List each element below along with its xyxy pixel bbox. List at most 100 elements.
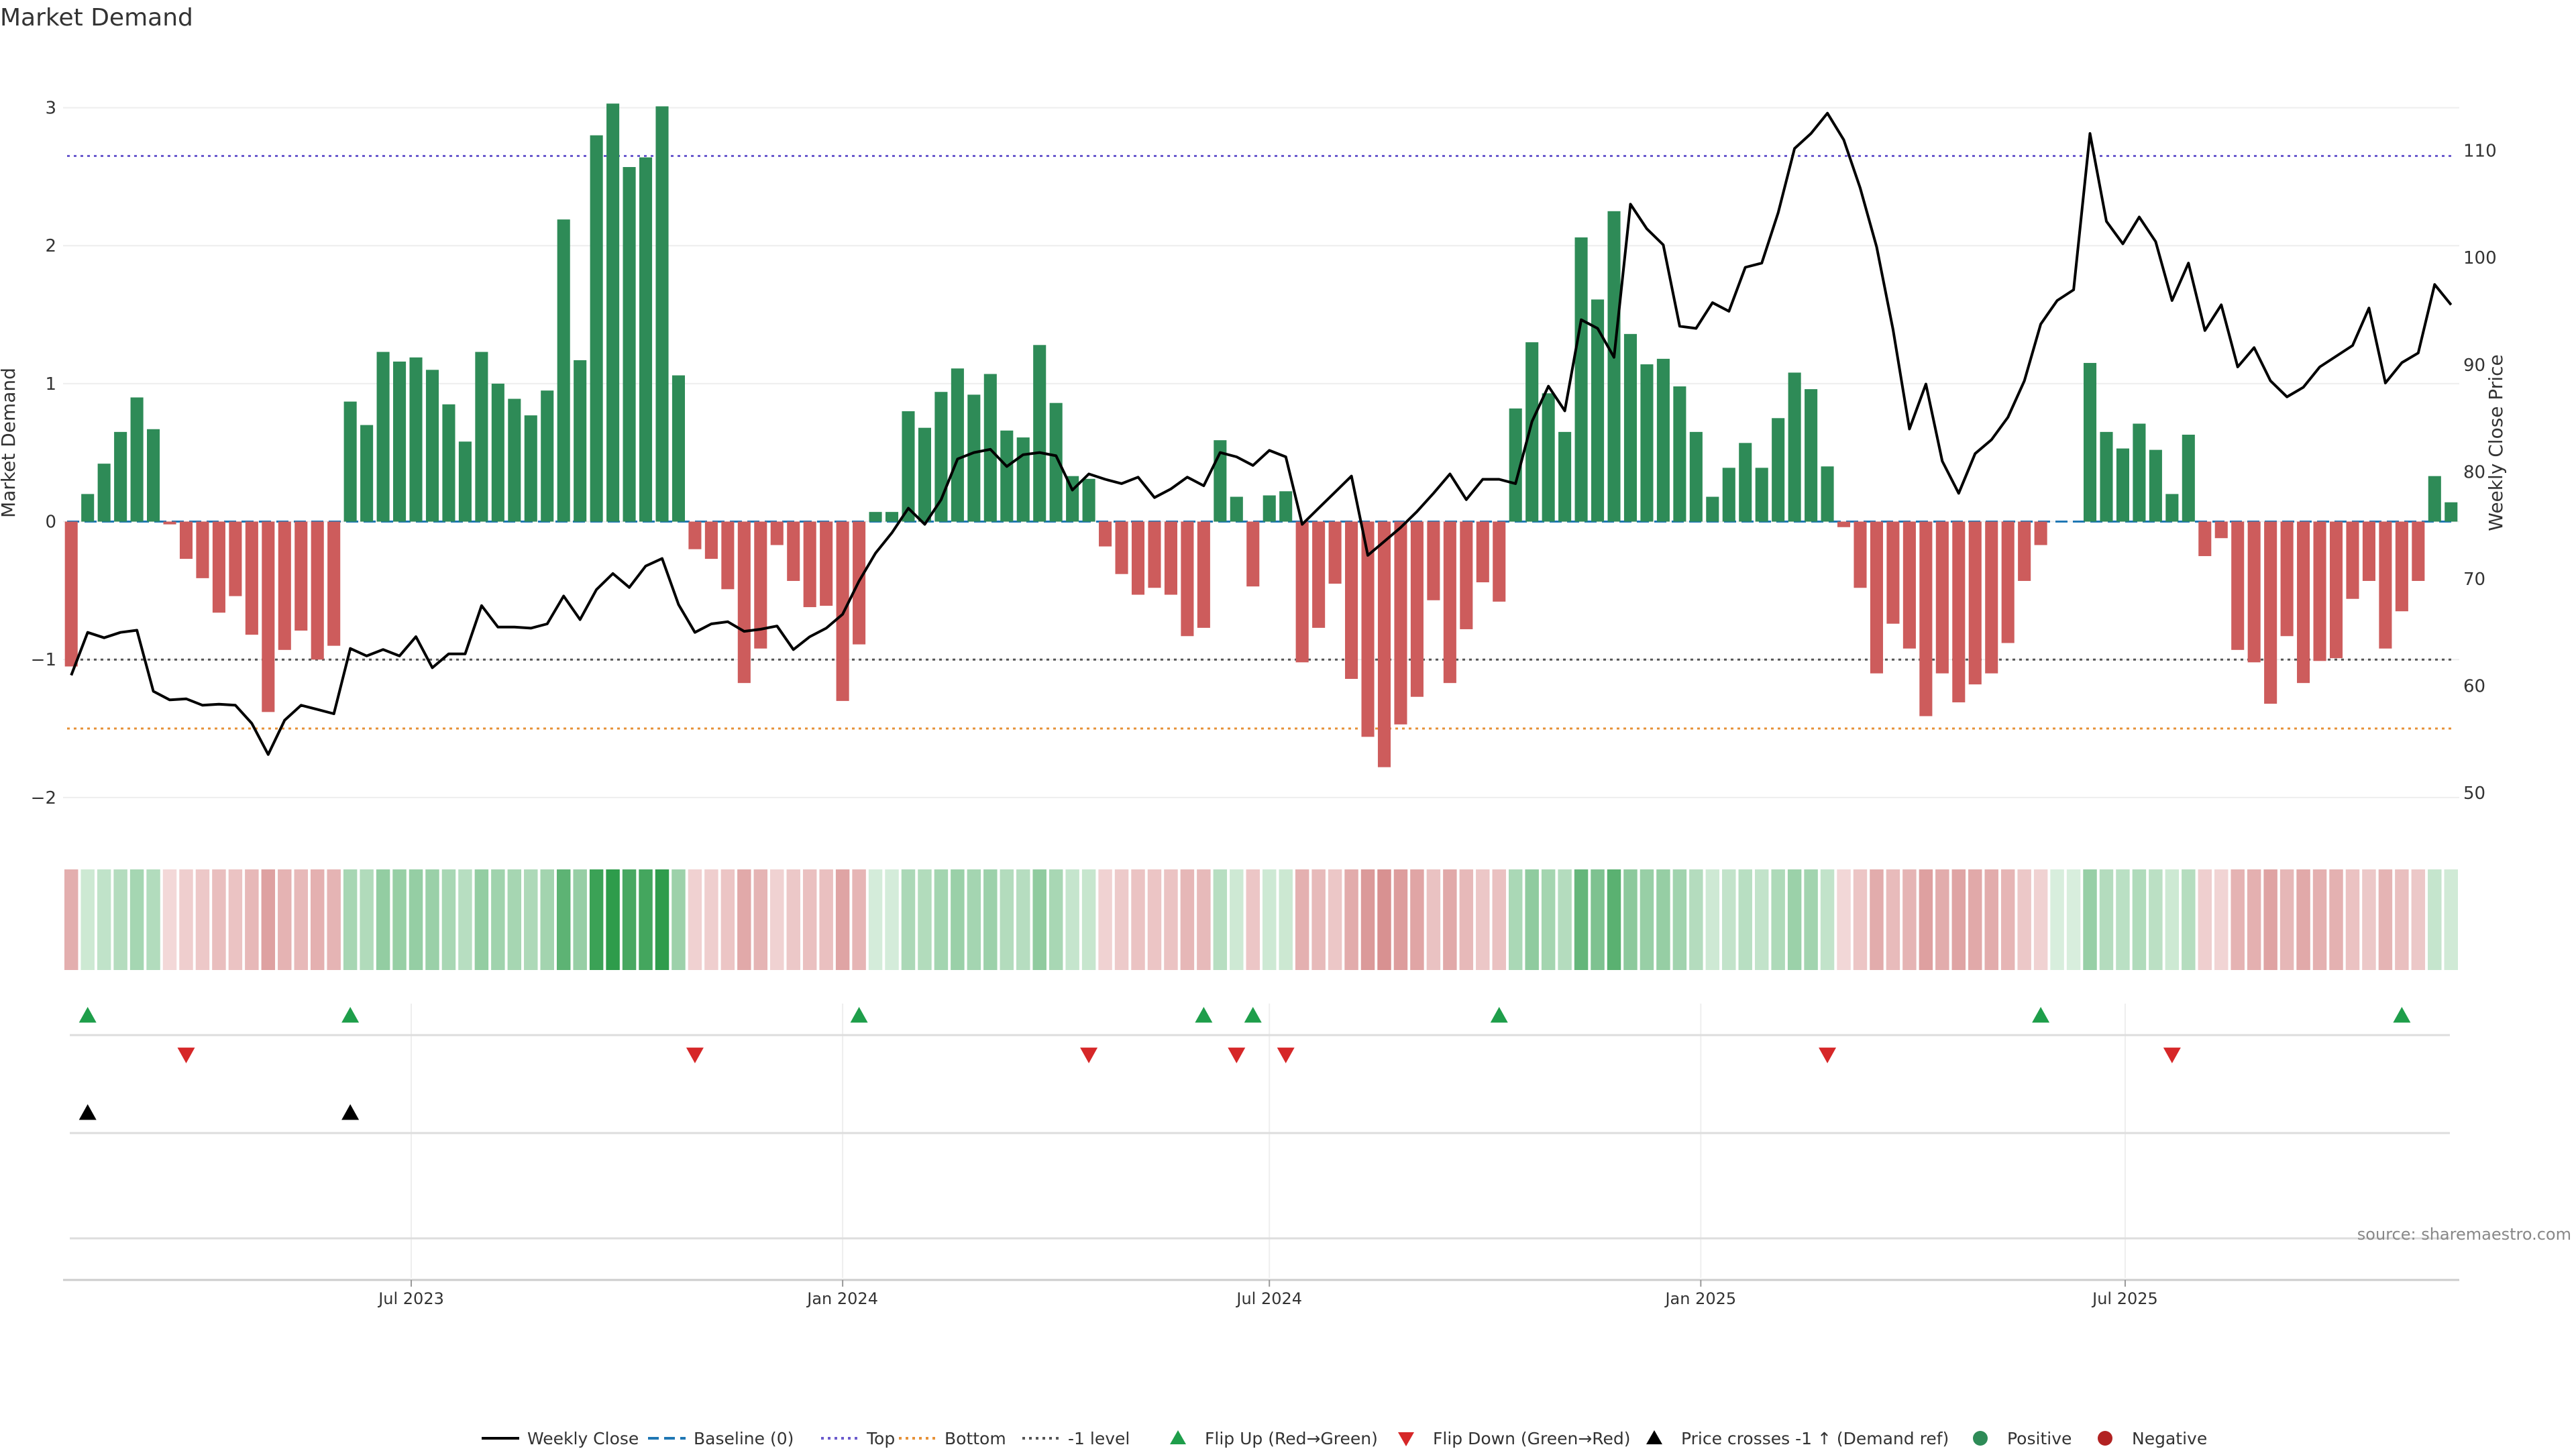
flip-down-marker <box>1819 1047 1837 1063</box>
demand-bar <box>1312 521 1326 628</box>
heat-cell <box>1820 869 1835 970</box>
demand-bar <box>1460 521 1473 629</box>
demand-bar <box>2329 521 2343 659</box>
legend-item: Positive <box>1973 1429 2072 1448</box>
heat-cell <box>1016 869 1030 970</box>
heat-cell <box>2149 869 2163 970</box>
legend-label: Price crosses -1 ↑ (Demand ref) <box>1681 1429 1949 1448</box>
heat-cell <box>1558 869 1572 970</box>
demand-bar <box>1607 211 1621 522</box>
heat-cell <box>967 869 981 970</box>
demand-bar <box>1837 521 1851 527</box>
heat-cell <box>2312 869 2327 970</box>
legend: Weekly Close Baseline (0) Top Bottom -1 leve… <box>482 1429 2207 1448</box>
source-note: source: sharemaestro.com <box>2357 1225 2571 1244</box>
demand-bar <box>951 368 964 522</box>
heat-cell <box>1919 869 1933 970</box>
legend-label: Top <box>866 1429 895 1448</box>
heat-cell <box>1081 869 1096 970</box>
demand-bar <box>1033 345 1046 522</box>
right-axis-ticks: 50 60 70 80 90 100 110 <box>2463 142 2497 804</box>
heat-cell <box>278 869 292 970</box>
demand-bar <box>721 521 735 590</box>
heat-cell <box>1295 869 1309 970</box>
heat-cell <box>1525 869 1539 970</box>
demand-bar <box>1706 496 1719 522</box>
demand-bar <box>294 521 308 631</box>
demand-bar <box>1919 521 1933 716</box>
heat-cell <box>1623 869 1638 970</box>
heat-cell <box>786 869 800 970</box>
demand-bar <box>245 521 258 635</box>
legend-item: Price crosses -1 ↑ (Demand ref) <box>1646 1429 1949 1448</box>
heat-cell <box>2428 869 2442 970</box>
heat-cell <box>2231 869 2245 970</box>
heat-cell <box>212 869 226 970</box>
demand-bar <box>2280 521 2294 637</box>
legend-label: Baseline (0) <box>694 1429 794 1448</box>
heat-cell <box>1722 869 1736 970</box>
flip-down-marker <box>177 1047 195 1063</box>
heat-cell <box>1837 869 1851 970</box>
demand-bar <box>2214 521 2228 539</box>
heat-cell <box>1426 869 1441 970</box>
heat-cell <box>2033 869 2048 970</box>
demand-bar <box>1164 521 1177 595</box>
demand-bar <box>2264 521 2277 704</box>
demand-bar <box>1788 372 1801 522</box>
heat-cell <box>835 869 850 970</box>
heat-cell <box>1476 869 1490 970</box>
flip-down-marker <box>686 1047 704 1063</box>
heat-cell <box>1328 869 1342 970</box>
heat-cell <box>1213 869 1228 970</box>
demand-bar <box>623 167 636 522</box>
heat-cell <box>1591 869 1605 970</box>
heat-cell <box>1246 869 1260 970</box>
demand-bar <box>1131 521 1145 595</box>
heat-cell <box>1738 869 1752 970</box>
legend-swatch-triangle-up <box>1170 1430 1186 1444</box>
heat-cell <box>1114 869 1129 970</box>
legend-label: Flip Down (Green→Red) <box>1433 1429 1631 1448</box>
heat-cell <box>2017 869 2031 970</box>
demand-bar <box>1902 521 1916 649</box>
heat-cell <box>1443 869 1457 970</box>
heat-cell <box>1771 869 1785 970</box>
heat-cell <box>1360 869 1375 970</box>
demand-bar <box>1870 521 1884 674</box>
demand-bar <box>902 411 915 522</box>
demand-bar <box>1968 521 1982 685</box>
heat-cell <box>589 869 604 970</box>
heat-cell <box>852 869 866 970</box>
heat-cell <box>1377 869 1391 970</box>
heat-cell <box>343 869 358 970</box>
heat-cell <box>1541 869 1556 970</box>
demand-bar <box>541 390 554 522</box>
heat-cell <box>918 869 932 970</box>
heat-cell <box>819 869 833 970</box>
demand-bar <box>737 521 751 684</box>
right-tick-label: 60 <box>2463 677 2485 697</box>
demand-bar <box>885 512 899 522</box>
heat-cell <box>770 869 784 970</box>
demand-bar <box>557 219 570 522</box>
demand-bar <box>2428 476 2441 522</box>
chart-title: Market Demand <box>0 4 193 32</box>
x-tick-label: Jul 2025 <box>2091 1289 2158 1308</box>
heat-cell <box>2296 869 2310 970</box>
demand-bar <box>1263 495 1276 522</box>
legend-item: Negative <box>2098 1429 2207 1448</box>
demand-bar <box>1016 437 1030 522</box>
legend-item: Flip Up (Red→Green) <box>1170 1429 1378 1448</box>
demand-bar <box>1181 521 1194 637</box>
demand-bar <box>229 521 242 596</box>
demand-bar <box>1952 521 1966 702</box>
demand-bar <box>442 404 455 522</box>
heat-cell <box>1098 869 1112 970</box>
heat-cell <box>556 869 571 970</box>
heat-cell <box>1459 869 1474 970</box>
x-tick-label: Jul 2023 <box>377 1289 444 1308</box>
heat-cell <box>1689 869 1703 970</box>
demand-bar <box>1623 333 1638 522</box>
heat-cell <box>1164 869 1178 970</box>
